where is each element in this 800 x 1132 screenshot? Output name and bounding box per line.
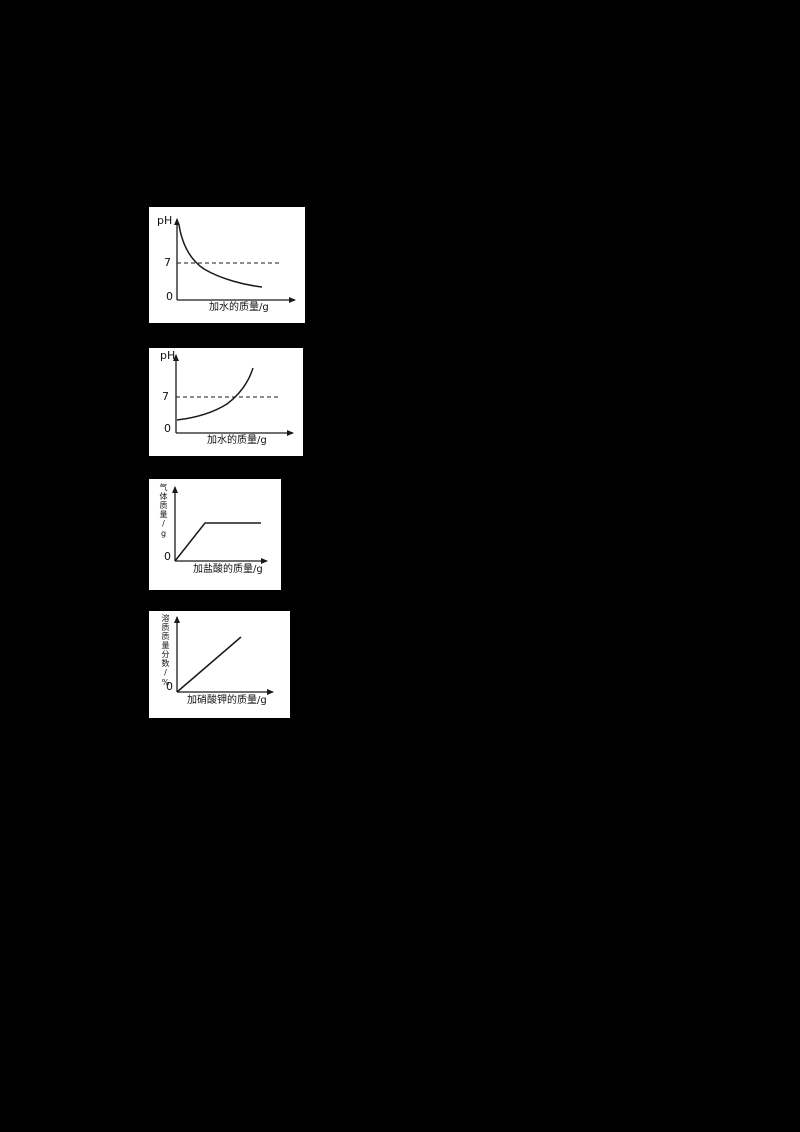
origin-label: 0 <box>164 422 171 435</box>
x-axis-label: 加盐酸的质量/g <box>193 564 263 575</box>
gas-mass-curve <box>174 522 261 562</box>
ph-curve <box>176 367 254 421</box>
y-axis-label: pH <box>160 349 176 362</box>
chart-panel-ph-increasing: pH 7 0 加水的质量/g <box>149 348 303 456</box>
chart-canvas-4 <box>174 616 274 695</box>
chart-panel-gas-mass: 气体质量/g 0 加盐酸的质量/g <box>149 479 281 590</box>
chart-canvas-3 <box>172 486 268 564</box>
chart-canvas-1 <box>174 218 296 303</box>
ph-curve <box>178 224 263 288</box>
x-axis-label: 加硝酸钾的质量/g <box>187 695 267 706</box>
y-tick-7: 7 <box>164 256 171 269</box>
origin-label: 0 <box>164 550 171 563</box>
y-axis-label: 气体质量/g <box>159 483 168 539</box>
chart-panel-solute-fraction: 溶质质量分数/% 0 加硝酸钾的质量/g <box>149 611 290 718</box>
y-tick-7: 7 <box>162 390 169 403</box>
chart-panel-ph-decreasing: pH 7 0 加水的质量/g <box>149 207 305 323</box>
y-axis-label: pH <box>157 214 173 227</box>
x-axis-label: 加水的质量/g <box>209 302 269 313</box>
y-axis-label: 溶质质量分数/% <box>161 614 170 688</box>
solute-fraction-line <box>176 636 242 693</box>
origin-label: 0 <box>166 290 173 303</box>
chart-canvas-2 <box>173 354 294 436</box>
x-axis-label: 加水的质量/g <box>207 435 267 446</box>
origin-label: 0 <box>166 680 173 693</box>
